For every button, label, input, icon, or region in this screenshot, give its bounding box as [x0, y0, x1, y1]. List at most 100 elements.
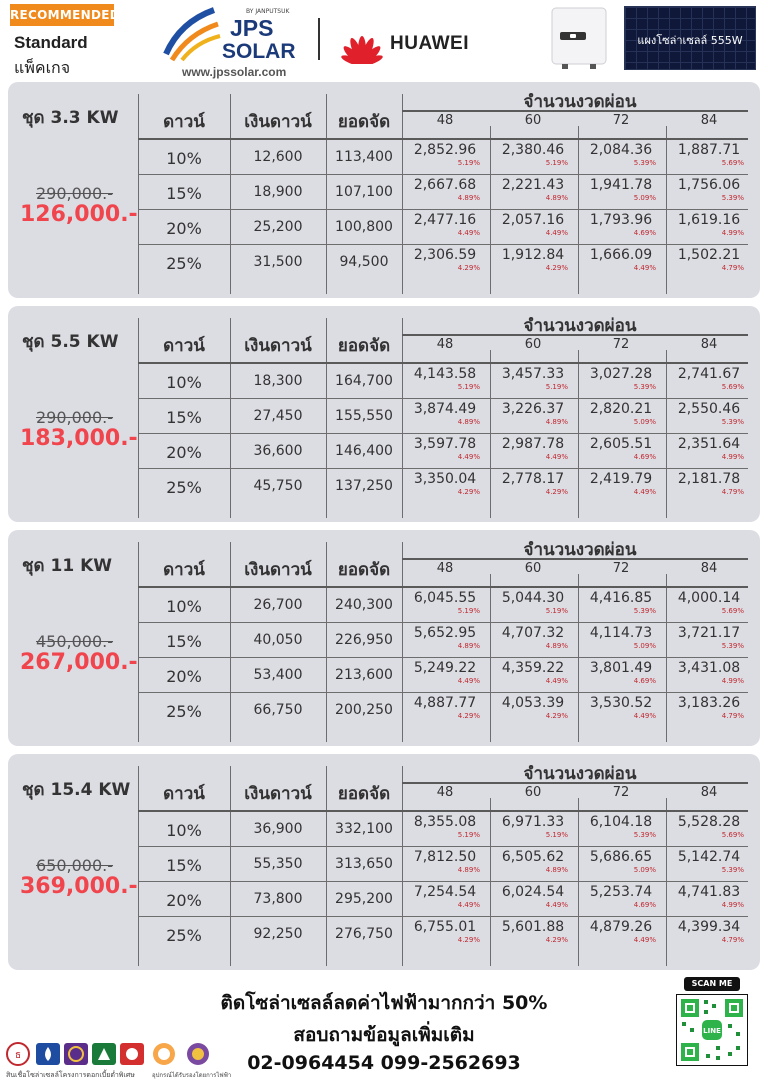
interest-rate: 4.49% [457, 229, 480, 237]
interest-rate: 4.89% [545, 194, 568, 202]
qr-code-icon[interactable]: LINE [676, 994, 748, 1066]
term-header: 48 [436, 561, 454, 576]
column-divider [666, 574, 667, 742]
interest-rate: 5.09% [633, 418, 656, 426]
interest-rate: 4.79% [721, 488, 744, 496]
installment-amount: 6,045.55 [413, 590, 477, 606]
inverter-image [551, 7, 607, 69]
installment-amount: 3,431.08 [677, 660, 741, 676]
interest-rate: 4.29% [457, 488, 480, 496]
svg-text:ธ: ธ [15, 1050, 21, 1061]
installment-amount: 6,024.54 [501, 884, 565, 900]
down-amount-cell: 92,250 [253, 926, 303, 942]
term-header: 72 [612, 113, 630, 128]
jps-solar-logo: BY JANPUTSUK JPS SOLAR [163, 7, 296, 63]
down-percent-cell: 10% [166, 149, 202, 168]
column-divider [230, 766, 231, 966]
installment-amount: 2,605.51 [589, 436, 653, 452]
column-divider [326, 318, 327, 518]
interest-rate: 5.19% [457, 383, 480, 391]
interest-rate: 4.69% [633, 677, 656, 685]
column-divider [326, 94, 327, 294]
installment-amount: 2,057.16 [501, 212, 565, 228]
installment-amount: 4,000.14 [677, 590, 741, 606]
installment-amount: 4,399.34 [677, 919, 741, 935]
term-header: 48 [436, 337, 454, 352]
sale-price: 267,000.- [20, 650, 138, 675]
installments-rule [402, 558, 748, 560]
row-divider [138, 174, 748, 175]
column-divider [402, 94, 403, 294]
interest-rate: 5.09% [633, 642, 656, 650]
logo-swoosh-orange [169, 21, 219, 62]
column-divider [490, 350, 491, 518]
financed-cell: 146,400 [335, 443, 393, 459]
package-title: ชุด 11 KW [22, 556, 112, 576]
footer-phones[interactable]: 02-0964454 099-2562693 [247, 1052, 521, 1074]
interest-rate: 4.89% [457, 642, 480, 650]
website-url[interactable]: www.jpssolar.com [182, 65, 287, 79]
interest-rate: 5.39% [721, 194, 744, 202]
installment-amount: 2,221.43 [501, 177, 565, 193]
down-amount-cell: 26,700 [253, 597, 303, 613]
installment-amount: 4,416.85 [589, 590, 653, 606]
installment-amount: 6,971.33 [501, 814, 565, 830]
interest-rate: 5.19% [545, 607, 568, 615]
header-rule [138, 586, 748, 588]
term-header: 60 [524, 337, 542, 352]
installment-amount: 3,027.28 [589, 366, 653, 382]
down-amount-cell: 31,500 [253, 254, 303, 270]
down-amount-cell: 40,050 [253, 632, 303, 648]
header-rule [138, 810, 748, 812]
installment-amount: 3,530.52 [589, 695, 653, 711]
installment-amount: 4,053.39 [501, 695, 565, 711]
interest-rate: 5.19% [545, 831, 568, 839]
interest-rate: 4.79% [721, 712, 744, 720]
interest-rate: 5.19% [545, 383, 568, 391]
installment-amount: 5,253.74 [589, 884, 653, 900]
term-header: 84 [700, 561, 718, 576]
column-divider [230, 542, 231, 742]
brand-solar-text: SOLAR [222, 40, 296, 63]
panel-label: แผงโซล่าเซลล์ 555W [637, 34, 743, 47]
installment-amount: 2,667.68 [413, 177, 477, 193]
installment-amount: 7,812.50 [413, 849, 477, 865]
logo-swoosh-yellow [180, 34, 221, 62]
down-amount-cell: 12,600 [253, 149, 303, 165]
standard-label: Standard [14, 33, 88, 52]
column-divider [326, 766, 327, 966]
column-divider [402, 318, 403, 518]
installments-rule [402, 334, 748, 336]
installment-amount: 1,756.06 [677, 177, 741, 193]
term-header: 48 [436, 113, 454, 128]
header-financed: ยอดจัด [337, 112, 391, 132]
installment-amount: 3,597.78 [413, 436, 477, 452]
column-divider [402, 766, 403, 966]
old-price: 290,000.- [36, 408, 114, 427]
down-percent-cell: 20% [166, 443, 202, 462]
old-price: 450,000.- [36, 632, 114, 651]
panel-cells [625, 7, 755, 69]
interest-rate: 4.49% [545, 453, 568, 461]
logo-swoosh-blue [163, 7, 216, 56]
header-down-percent: ดาวน์ [163, 560, 205, 580]
installment-amount: 1,941.78 [589, 177, 653, 193]
interest-rate: 4.29% [545, 264, 568, 272]
row-divider [138, 657, 748, 658]
interest-rate: 4.89% [545, 866, 568, 874]
recommended-badge: RECOMMENDED [10, 4, 120, 26]
interest-rate: 4.69% [633, 453, 656, 461]
header-down-amount: เงินดาวน์ [244, 112, 312, 132]
interest-rate: 4.89% [457, 194, 480, 202]
term-header: 72 [612, 561, 630, 576]
term-header: 60 [524, 785, 542, 800]
interest-rate: 4.49% [633, 264, 656, 272]
installment-amount: 1,666.09 [589, 247, 653, 263]
row-divider [138, 846, 748, 847]
installment-amount: 3,721.17 [677, 625, 741, 641]
term-header: 84 [700, 785, 718, 800]
interest-rate: 4.89% [545, 418, 568, 426]
down-percent-cell: 20% [166, 891, 202, 910]
financed-cell: 155,550 [335, 408, 393, 424]
partner-logos: ธ [6, 1042, 209, 1066]
